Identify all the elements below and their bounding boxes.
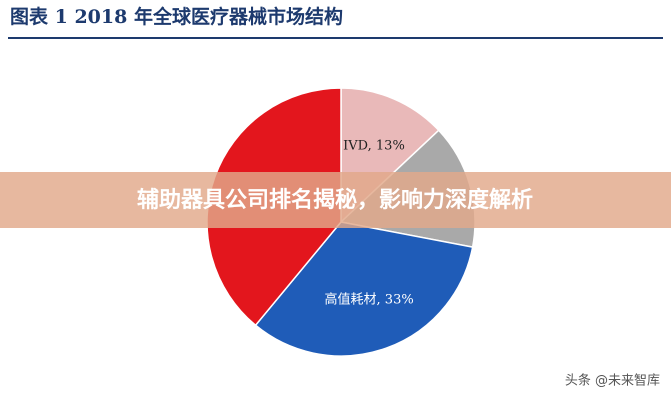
banner-text: 辅助器具公司排名揭秘，影响力深度解析 (137, 187, 533, 213)
watermark: 头条 @未来智库 (565, 373, 660, 389)
banner-bg (0, 172, 671, 228)
pie-slice (254, 221, 474, 357)
data-label: IVD, 13% (343, 138, 405, 153)
chart-title: 图表 1 2018 年全球医疗器械市场结构 (10, 5, 343, 28)
data-label: 高值耗材, 33% (325, 292, 414, 308)
